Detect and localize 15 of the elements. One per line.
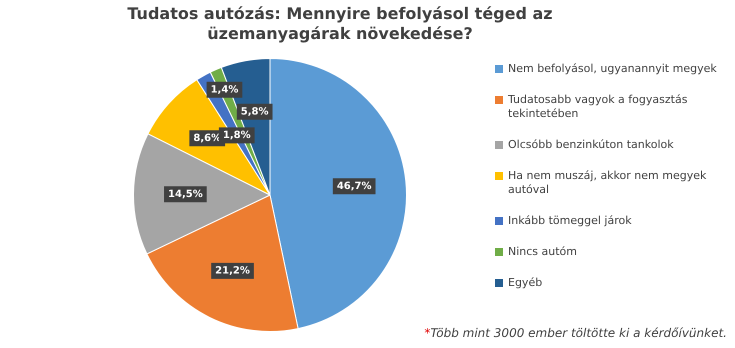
legend-label: Olcsóbb benzinkúton tankolok [508,138,674,152]
legend-label: Nem befolyásol, ugyanannyit megyek [508,62,717,76]
data-label: 21,2% [215,265,250,276]
legend-label: Inkább tömeggel járok [508,214,632,228]
legend-label: Tudatosabb vagyok a fogyasztás tekintetében [508,93,688,121]
legend-label: Egyéb [508,276,542,290]
data-label: 14,5% [168,188,203,200]
legend-label: Nincs autóm [508,245,578,259]
data-label: 5,8% [240,106,269,118]
data-label: 1,4% [210,84,238,96]
data-label: 46,7% [336,180,372,192]
chart-title: Tudatos autózás: Mennyire befolyásol téged az üzemanyagárak növekedése? [126,4,554,44]
data-label: 1,8% [222,130,251,141]
legend-label: Ha nem muszáj, akkor nem megyek autóval [508,169,708,197]
text: *Több mint 3000 ember töltötte ki a kérdőívünket. [424,326,727,340]
